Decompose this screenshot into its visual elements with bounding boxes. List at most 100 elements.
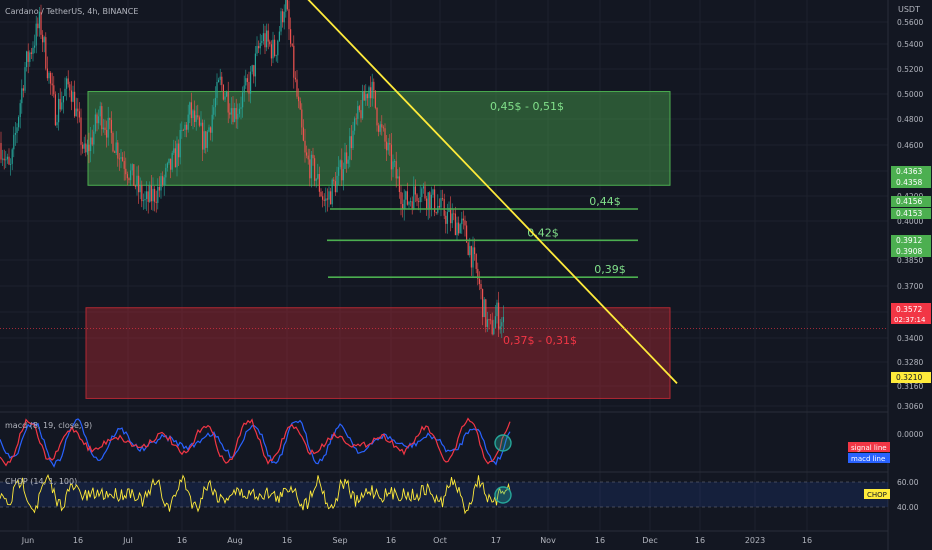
candle-body [38, 11, 40, 29]
candle-body [98, 116, 100, 124]
candle-body [440, 198, 442, 208]
candle-body [341, 160, 343, 181]
time-tick: Nov [540, 536, 556, 545]
candle-body [499, 326, 501, 330]
trendline[interactable] [0, 0, 888, 384]
candle-body [173, 148, 175, 153]
candle-body [461, 218, 463, 225]
candle-body [22, 88, 24, 91]
candle-body [394, 161, 396, 163]
zones[interactable]: 0,45$ - 0,51$ 0,37$ - 0,31$ [85, 91, 671, 399]
candle-body [432, 189, 434, 195]
candle-body [349, 136, 351, 160]
time-tick: Jul [122, 536, 133, 545]
candle-body [429, 192, 431, 210]
candle-body [190, 102, 192, 119]
candle-body [120, 157, 122, 159]
candle-body [267, 30, 269, 42]
price-badge [891, 246, 931, 257]
candle-body [181, 129, 183, 131]
candle-body [291, 43, 293, 46]
candle-body [496, 302, 498, 317]
candle-body [163, 177, 165, 185]
candle-body [93, 131, 95, 145]
candle-body [243, 85, 245, 93]
price-tick: 0.5200 [897, 65, 923, 74]
candle-body [13, 134, 15, 150]
candle-body [27, 51, 29, 62]
candle-body [21, 88, 23, 104]
candle-body [328, 191, 330, 200]
candle-body [157, 186, 159, 203]
candle-body [186, 124, 188, 130]
time-axis[interactable]: Jun 16 Jul 16 Aug 16 Sep 16 Oct 17 Nov 16 Dec 16 2023 1… [21, 536, 812, 545]
candle-body [275, 55, 277, 57]
candle-body [310, 154, 312, 179]
candle-body [382, 127, 384, 129]
candle-body [453, 213, 455, 215]
price-tick: 0.4000 [897, 217, 923, 226]
candle-body [381, 124, 383, 128]
candle-body [498, 302, 500, 330]
time-tick: 16 [802, 536, 812, 545]
candle-body [238, 108, 240, 114]
candle-body [309, 159, 311, 179]
candle-body [72, 91, 74, 102]
candle-body [285, 0, 287, 12]
candle-body [304, 140, 306, 153]
candle-body [16, 127, 18, 133]
candle-body [469, 246, 471, 256]
candle-body [208, 127, 210, 132]
chop-badge [864, 489, 890, 499]
candle-body [26, 51, 28, 68]
candle-body [56, 122, 58, 126]
candle-body [283, 11, 285, 23]
candle-body [376, 107, 378, 126]
candle-body [278, 31, 280, 41]
candle-body [110, 119, 112, 133]
candle-body [91, 137, 93, 145]
candle-body [194, 110, 196, 122]
candle-body [74, 91, 76, 117]
candle-body [374, 90, 376, 108]
candle-body [261, 41, 263, 43]
price-badge [891, 208, 931, 219]
candle-body [427, 192, 429, 209]
candle-body [219, 76, 221, 80]
candle-body [198, 117, 200, 126]
candle-body [59, 98, 61, 110]
macd-label: macd (8, 19, close, 9) [5, 421, 92, 430]
candle-body [0, 142, 2, 160]
last-price-countdown: 02:37:14 [894, 316, 926, 324]
candle-body [37, 23, 39, 29]
price-tick: 0.5000 [897, 90, 923, 99]
candle-body [334, 181, 336, 193]
price-badge-text: 0.4358 [896, 178, 922, 187]
candle-body [350, 136, 352, 149]
candle-body [162, 176, 164, 185]
candle-body [90, 137, 92, 152]
candle-body [392, 161, 394, 170]
candle-body [67, 78, 69, 85]
candle-body [202, 122, 204, 150]
candle-body [299, 101, 301, 110]
price-axis[interactable]: 0.56000.54000.52000.50000.48000.46000.44… [891, 18, 931, 411]
symbol-title: Cardano / TetherUS, 4h, BINANCE [5, 7, 138, 16]
candle-body [406, 191, 408, 205]
candle-body [435, 212, 437, 213]
price-badge-text: 0.4153 [896, 209, 922, 218]
candle-body [459, 224, 461, 234]
price-tick: 0.3160 [897, 382, 923, 391]
candle-body [482, 289, 484, 318]
candle-body [485, 299, 487, 327]
candle-body [336, 175, 338, 193]
candle-body [32, 47, 34, 54]
candle-body [6, 156, 8, 160]
candle-body [422, 186, 424, 189]
candle-body [136, 175, 138, 187]
time-tick: 16 [177, 536, 187, 545]
candle-body [142, 200, 144, 202]
price-badge [891, 196, 931, 207]
candle-body [85, 143, 87, 153]
candle-body [114, 151, 116, 153]
